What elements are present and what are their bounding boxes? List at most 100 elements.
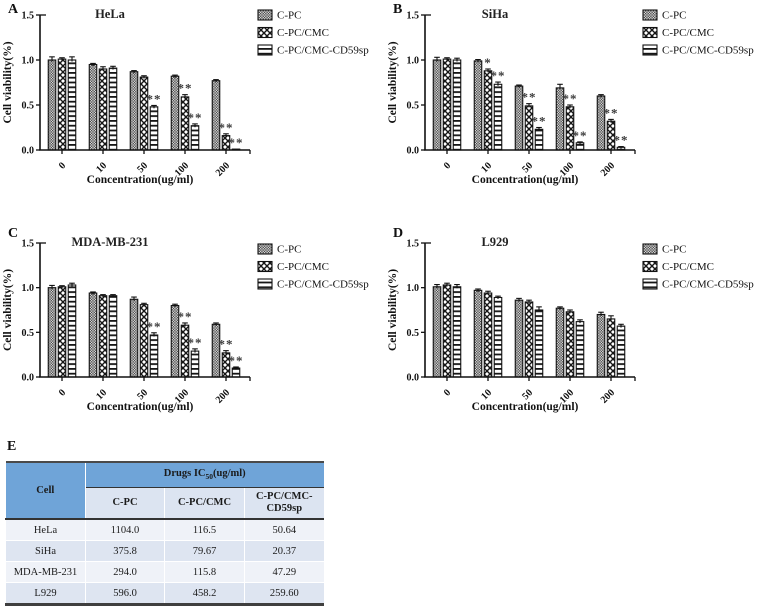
bar bbox=[514, 299, 524, 378]
y-tick-label: 0.5 bbox=[22, 328, 35, 339]
bar bbox=[129, 71, 139, 151]
significance-marker: ** bbox=[229, 353, 244, 368]
bar bbox=[67, 59, 77, 151]
legend-label: C-PC/CMC-CD59sp bbox=[662, 279, 754, 291]
significance-marker: ** bbox=[178, 309, 193, 324]
drugs-label-pre: Drugs IC bbox=[163, 468, 206, 480]
chart-title: MDA-MB-231 bbox=[71, 235, 148, 249]
legend-swatch-diamond bbox=[257, 26, 273, 39]
bar bbox=[57, 58, 67, 151]
legend-swatch-diamond bbox=[642, 26, 658, 39]
bar bbox=[149, 334, 159, 378]
legend-swatch-hlines bbox=[257, 44, 273, 56]
legend-label: C-PC bbox=[277, 10, 301, 22]
bar bbox=[139, 76, 149, 151]
legend-swatch-diamond bbox=[257, 260, 273, 273]
y-tick-label: 1.5 bbox=[407, 11, 420, 22]
table-cell-value: 458.2 bbox=[164, 582, 245, 605]
legend-swatch-checker bbox=[257, 9, 273, 21]
x-tick-label: 0 bbox=[442, 387, 453, 398]
y-tick-label: 0.5 bbox=[407, 328, 420, 339]
significance-marker: * bbox=[484, 55, 492, 70]
x-tick-label: 50 bbox=[135, 160, 150, 175]
panel-e: E Cell Drugs IC50(ug/ml) C-PC C-PC/CMC C-P… bbox=[5, 439, 324, 606]
y-axis-label: Cell viability(%) bbox=[387, 41, 399, 123]
bar bbox=[524, 301, 534, 378]
bar bbox=[98, 68, 108, 151]
table-cell-name: L929 bbox=[5, 582, 86, 605]
table-subheader-c-pc: C-PC bbox=[85, 487, 165, 520]
table-row: L929 596.0 458.2 259.60 bbox=[5, 582, 324, 605]
table-cell-value: 115.8 bbox=[164, 561, 245, 583]
bar bbox=[98, 295, 108, 378]
significance-marker: ** bbox=[573, 128, 588, 143]
x-tick-label: 10 bbox=[94, 160, 109, 175]
y-tick-label: 1.0 bbox=[407, 56, 420, 67]
bar bbox=[473, 289, 483, 378]
legend-label: C-PC bbox=[662, 244, 686, 256]
legend-swatch-diamond bbox=[642, 260, 658, 273]
table-cell-value: 50.64 bbox=[244, 518, 324, 541]
table-cell-name: MDA-MB-231 bbox=[5, 561, 86, 583]
significance-marker: ** bbox=[188, 335, 203, 350]
significance-marker: ** bbox=[522, 90, 537, 105]
drugs-label-subscript: 50 bbox=[205, 472, 214, 482]
bar bbox=[575, 321, 585, 378]
table-subheader-row: C-PC C-PC/CMC C-PC/CMC-CD59sp bbox=[6, 487, 324, 520]
table-cell-value: 259.60 bbox=[244, 582, 324, 605]
table-header-cell: Cell bbox=[5, 462, 86, 520]
legend-label: C-PC/CMC bbox=[277, 27, 329, 39]
significance-marker: ** bbox=[147, 91, 162, 106]
x-axis-label: Concentration(ug/ml) bbox=[87, 401, 194, 413]
table-cell-value: 47.29 bbox=[244, 561, 324, 583]
legend-swatch-hlines bbox=[642, 44, 658, 56]
panel-letter: A bbox=[8, 2, 19, 17]
y-tick-label: 1.0 bbox=[22, 283, 35, 294]
significance-marker: ** bbox=[147, 319, 162, 334]
bar bbox=[606, 318, 616, 378]
significance-marker: ** bbox=[532, 114, 547, 129]
y-axis-label: Cell viability(%) bbox=[2, 269, 14, 351]
x-tick-label: 0 bbox=[442, 160, 453, 171]
bar bbox=[473, 60, 483, 151]
y-tick-label: 0.0 bbox=[22, 146, 35, 157]
bar bbox=[129, 298, 139, 378]
significance-marker: ** bbox=[188, 110, 203, 125]
bar bbox=[88, 292, 98, 378]
table-cell-name: HeLa bbox=[5, 518, 86, 541]
bar bbox=[534, 128, 544, 151]
bar bbox=[47, 59, 57, 151]
x-tick-label: 50 bbox=[135, 387, 150, 402]
bar bbox=[180, 324, 190, 378]
table-cell-value: 1104.0 bbox=[85, 518, 165, 541]
table-cell-value: 20.37 bbox=[244, 540, 324, 562]
bar bbox=[108, 295, 118, 378]
significance-marker: ** bbox=[614, 133, 629, 148]
legend-swatch-checker bbox=[642, 243, 658, 255]
ic50-table: Cell Drugs IC50(ug/ml) C-PC C-PC/CMC C-PC/… bbox=[5, 461, 324, 606]
bar bbox=[452, 59, 462, 151]
panel-letter-e: E bbox=[7, 439, 17, 454]
bar bbox=[534, 309, 544, 378]
chart-title: SiHa bbox=[482, 7, 509, 21]
chart-title: L929 bbox=[481, 235, 508, 249]
panel-letter: C bbox=[8, 226, 18, 241]
table-row: SiHa 375.8 79.67 20.37 bbox=[5, 540, 324, 562]
bar bbox=[616, 325, 626, 378]
bar bbox=[108, 67, 118, 151]
y-tick-label: 1.0 bbox=[407, 283, 420, 294]
y-axis-label: Cell viability(%) bbox=[2, 41, 14, 123]
significance-marker: ** bbox=[491, 68, 506, 83]
bar bbox=[452, 286, 462, 378]
bar bbox=[190, 125, 200, 151]
legend-label: C-PC bbox=[277, 244, 301, 256]
bar bbox=[442, 58, 452, 151]
significance-marker: ** bbox=[604, 105, 619, 120]
y-tick-label: 0.5 bbox=[407, 101, 420, 112]
bar bbox=[442, 284, 452, 378]
y-tick-label: 0.0 bbox=[407, 373, 420, 384]
